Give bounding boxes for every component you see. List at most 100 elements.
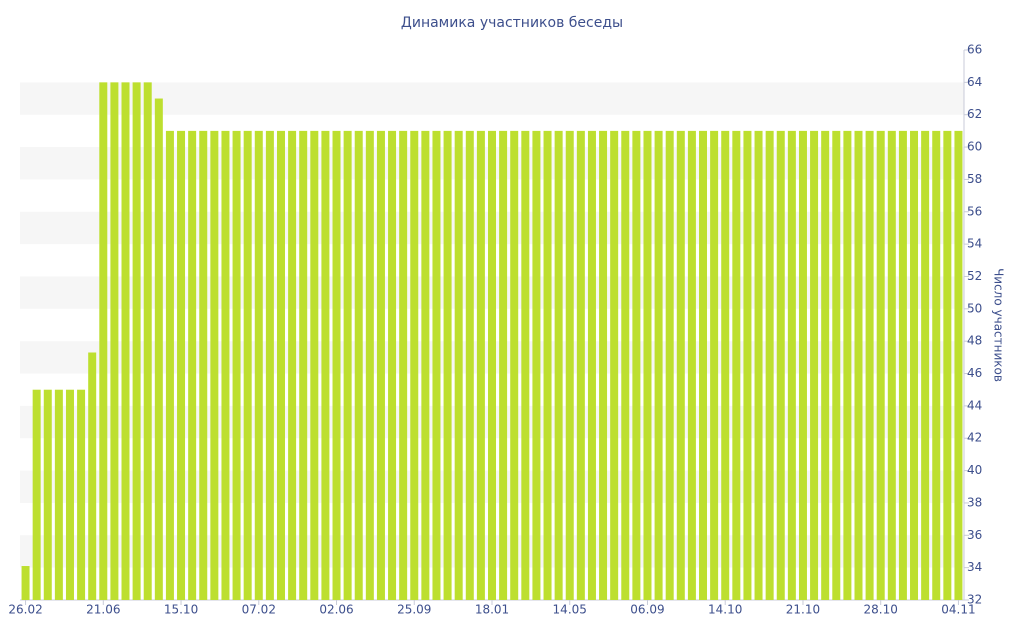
bar: [476, 130, 485, 600]
bar: [854, 130, 863, 600]
bar: [177, 130, 186, 600]
y-tick-label: 40: [967, 463, 982, 477]
y-tick-label: 50: [967, 301, 982, 315]
grid-band: [20, 82, 964, 115]
bar: [721, 130, 730, 600]
bar: [454, 130, 463, 600]
bar: [898, 130, 907, 600]
y-tick-label: 42: [967, 431, 982, 445]
bar: [376, 130, 385, 600]
x-tick-label: 14.10: [708, 603, 742, 617]
bar: [876, 130, 885, 600]
y-tick-label: 62: [967, 107, 982, 121]
bar: [587, 130, 596, 600]
bar: [743, 130, 752, 600]
bar: [532, 130, 541, 600]
bar: [132, 82, 141, 600]
bar: [665, 130, 674, 600]
bar: [599, 130, 608, 600]
bar: [354, 130, 363, 600]
x-tick-label: 07.02: [242, 603, 276, 617]
bar: [443, 130, 452, 600]
bar: [732, 130, 741, 600]
bar: [565, 130, 574, 600]
bar: [88, 352, 97, 600]
y-tick-label: 34: [967, 560, 982, 574]
bar: [299, 130, 308, 600]
bar: [643, 130, 652, 600]
bar: [188, 130, 197, 600]
bar: [121, 82, 130, 600]
y-tick-label: 46: [967, 366, 982, 380]
bar: [388, 130, 397, 600]
bar: [954, 130, 963, 600]
bar: [21, 566, 30, 600]
bar: [243, 130, 252, 600]
bar: [765, 130, 774, 600]
bar: [165, 130, 174, 600]
bar: [154, 98, 163, 600]
x-tick-label: 21.10: [786, 603, 820, 617]
bar: [221, 130, 230, 600]
bar: [365, 130, 374, 600]
y-tick-label: 64: [967, 75, 982, 89]
y-tick-label: 56: [967, 204, 982, 218]
x-tick-label: 04.11: [941, 603, 975, 617]
x-tick-label: 21.06: [86, 603, 120, 617]
x-tick-label: 02.06: [319, 603, 353, 617]
bar: [776, 130, 785, 600]
bar: [676, 130, 685, 600]
bar: [687, 130, 696, 600]
bar: [288, 130, 297, 600]
bar: [932, 130, 941, 600]
bar: [265, 130, 274, 600]
bar: [499, 130, 508, 600]
bar: [865, 130, 874, 600]
bar: [199, 130, 208, 600]
bar: [110, 82, 119, 600]
bar: [632, 130, 641, 600]
bar: [432, 130, 441, 600]
bar: [576, 130, 585, 600]
bar: [654, 130, 663, 600]
bar: [399, 130, 408, 600]
bar: [321, 130, 330, 600]
bar: [832, 130, 841, 600]
bar: [77, 389, 86, 600]
bar: [610, 130, 619, 600]
x-tick-label: 18.01: [475, 603, 509, 617]
x-tick-label: 25.09: [397, 603, 431, 617]
y-tick-label: 32: [967, 593, 982, 607]
bar: [32, 389, 41, 600]
bar: [343, 130, 352, 600]
chart-title: Динамика участников беседы: [401, 15, 623, 31]
bar: [232, 130, 241, 600]
y-tick-label: 66: [967, 43, 982, 57]
bar: [65, 389, 74, 600]
bar: [710, 130, 719, 600]
bar: [754, 130, 763, 600]
x-tick-label: 28.10: [864, 603, 898, 617]
y-tick-label: 38: [967, 495, 982, 509]
bar: [276, 130, 285, 600]
x-tick-label: 26.02: [8, 603, 42, 617]
bar: [699, 130, 708, 600]
bar: [488, 130, 496, 600]
bar: [910, 130, 919, 600]
y-axis-label: Число участников: [992, 268, 1006, 382]
bar: [210, 130, 219, 600]
y-tick-label: 54: [967, 237, 982, 251]
y-tick-label: 52: [967, 269, 982, 283]
bar: [421, 130, 430, 600]
y-tick-label: 44: [967, 398, 982, 412]
y-tick-label: 58: [967, 172, 982, 186]
bar: [99, 82, 108, 600]
bar: [821, 130, 830, 600]
bar: [621, 130, 630, 600]
bar: [332, 130, 341, 600]
bar: [310, 130, 319, 600]
bar: [554, 130, 563, 600]
bar: [54, 389, 63, 600]
bar: [465, 130, 474, 600]
